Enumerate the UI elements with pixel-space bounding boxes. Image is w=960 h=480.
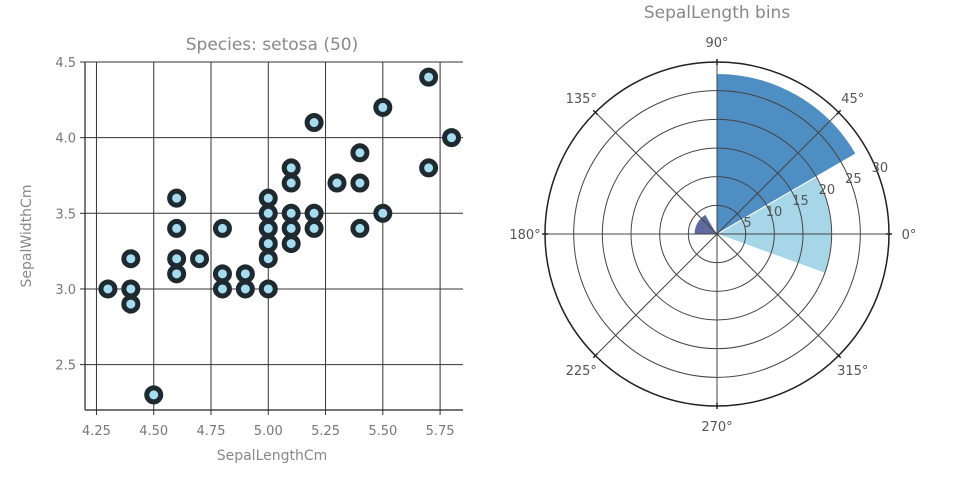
scatter-point (350, 143, 370, 163)
scatter-x-tick-label: 5.50 (368, 424, 397, 439)
scatter-point (212, 279, 232, 299)
scatter-point (419, 67, 439, 87)
scatter-y-ticks: 2.5 3.0 3.5 4.0 4.5 (55, 56, 76, 374)
scatter-point (167, 264, 187, 284)
scatter-point (373, 97, 393, 117)
scatter-point (258, 234, 278, 254)
scatter-point (121, 294, 141, 314)
scatter-point (304, 113, 324, 133)
scatter-point (167, 218, 187, 238)
scatter-point (212, 264, 232, 284)
scatter-point (350, 218, 370, 238)
scatter-point (258, 203, 278, 223)
scatter-point (235, 279, 255, 299)
scatter-point (281, 158, 301, 178)
scatter-point (258, 249, 278, 269)
polar-spoke (716, 233, 839, 356)
scatter-point (190, 249, 210, 269)
polar-spoke (716, 112, 839, 235)
scatter-point (327, 173, 347, 193)
polar-title: SepalLength bins (644, 3, 791, 23)
polar-radial-label: 25 (845, 172, 862, 187)
scatter-point (304, 218, 324, 238)
scatter-point (167, 249, 187, 269)
scatter-point (419, 158, 439, 178)
scatter-title: Species: setosa (50) (186, 35, 359, 55)
scatter-x-tick-label: 4.75 (197, 424, 226, 439)
polar-radial-label: 30 (872, 161, 889, 176)
polar-spoke-tick (835, 352, 842, 359)
scatter-point (304, 203, 324, 223)
scatter-point (121, 249, 141, 269)
scatter-point (258, 218, 278, 238)
polar-radial-labels: 5 10 15 20 25 30 (743, 161, 888, 231)
scatter-point (258, 188, 278, 208)
scatter-point (281, 218, 301, 238)
scatter-point (258, 279, 278, 299)
scatter-x-tick-label: 5.75 (426, 424, 455, 439)
polar-angle-label: 270° (701, 420, 732, 435)
scatter-points (98, 67, 462, 405)
scatter-x-tick-label: 5.25 (311, 424, 340, 439)
polar-spoke-tick (592, 109, 599, 116)
polar-angle-label: 180° (509, 228, 540, 243)
polar-grid (542, 59, 892, 409)
polar-radial-label: 20 (819, 183, 836, 198)
scatter-point (281, 173, 301, 193)
polar-angle-label: 135° (566, 92, 597, 107)
scatter-point (167, 188, 187, 208)
scatter-point (442, 128, 462, 148)
polar-angle-label: 225° (566, 364, 597, 379)
scatter-point (373, 203, 393, 223)
scatter-y-tick-label: 4.5 (55, 56, 76, 71)
scatter-y-tick-label: 3.5 (55, 207, 76, 222)
scatter-x-tick-label: 4.25 (82, 424, 111, 439)
scatter-x-tick-label: 4.50 (139, 424, 168, 439)
scatter-ylabel: SepalWidthCm (19, 185, 35, 288)
polar-angle-labels: 0° 45° 90° 135° 180° 225° 270° 315° (509, 36, 916, 435)
polar-angle-label: 90° (705, 36, 728, 51)
scatter-point (235, 264, 255, 284)
polar-spoke (595, 233, 718, 356)
scatter-y-tick-label: 2.5 (55, 359, 76, 374)
scatter-y-tick-label: 3.0 (55, 283, 76, 298)
scatter-point (281, 203, 301, 223)
scatter-point (281, 234, 301, 254)
polar-angle-label: 315° (837, 364, 868, 379)
scatter-point (350, 173, 370, 193)
polar-spoke-tick (835, 109, 842, 116)
polar-spoke-tick (592, 352, 599, 359)
polar-radial-label: 15 (792, 194, 809, 209)
scatter-axes (80, 61, 463, 415)
scatter-point (212, 218, 232, 238)
scatter-chart: Species: setosa (50) 4.25 4.50 4.75 5.00 5.2… (19, 35, 463, 464)
polar-spoke (595, 112, 718, 235)
polar-chart: SepalLength bins 0° 45° 90° 135° 180° 225° 270… (509, 3, 916, 435)
scatter-point (98, 279, 118, 299)
polar-radial-label: 5 (743, 216, 751, 231)
polar-bars (693, 72, 857, 274)
scatter-point (121, 279, 141, 299)
polar-bar (716, 72, 857, 235)
polar-angle-label: 45° (841, 92, 864, 107)
scatter-y-tick-label: 4.0 (55, 132, 76, 147)
scatter-xlabel: SepalLengthCm (217, 448, 328, 464)
scatter-x-ticks: 4.25 4.50 4.75 5.00 5.25 5.50 5.75 (82, 424, 455, 439)
polar-radial-label: 10 (766, 205, 783, 220)
scatter-x-tick-label: 5.00 (254, 424, 283, 439)
scatter-point (144, 385, 164, 405)
polar-angle-label: 0° (902, 228, 917, 243)
